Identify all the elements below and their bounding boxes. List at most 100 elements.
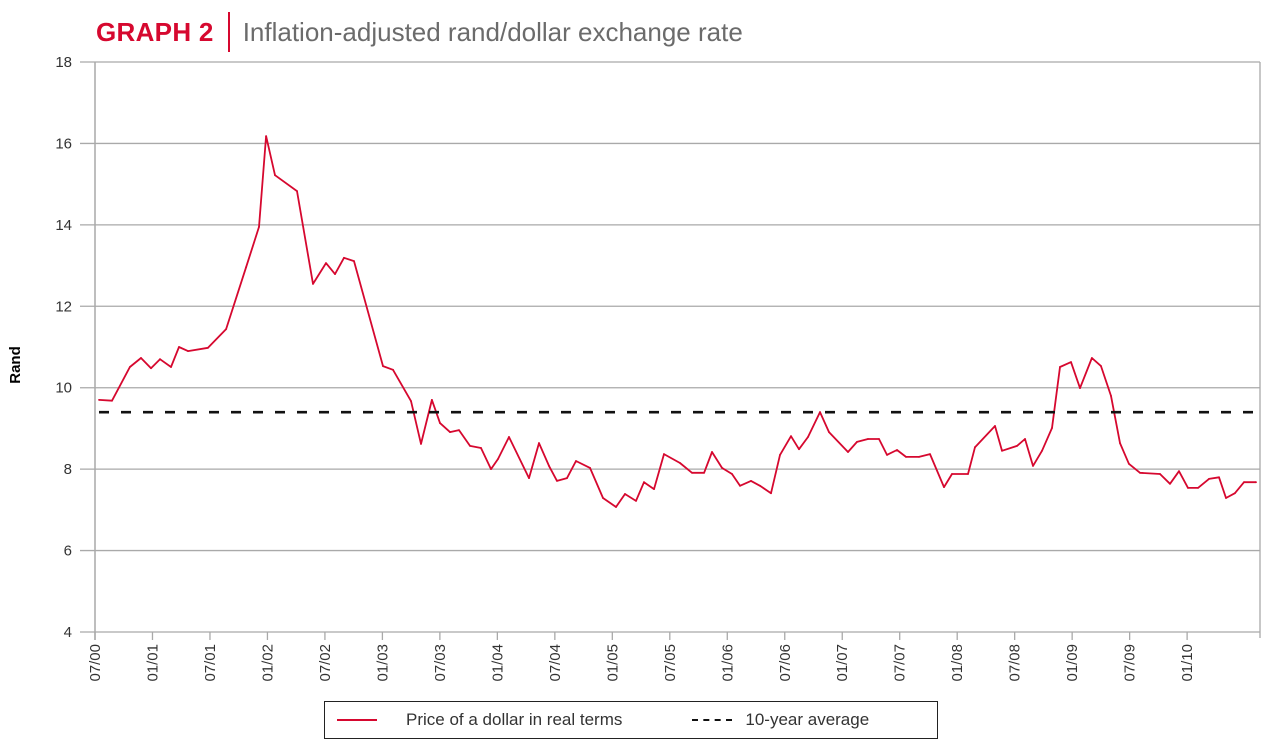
legend-label-real-price: Price of a dollar in real terms bbox=[406, 710, 623, 729]
data-point bbox=[274, 174, 276, 177]
x-tick-label: 07/05 bbox=[662, 644, 679, 682]
data-point bbox=[265, 135, 267, 138]
data-point bbox=[929, 453, 931, 455]
data-point bbox=[538, 442, 540, 444]
x-tick-label: 01/01 bbox=[144, 644, 161, 682]
data-point bbox=[1187, 487, 1189, 489]
y-tick-label: 10 bbox=[55, 380, 72, 397]
data-point bbox=[1051, 427, 1053, 429]
x-tick-label: 07/03 bbox=[432, 644, 449, 682]
data-point bbox=[1218, 476, 1220, 479]
data-point bbox=[779, 454, 781, 456]
data-point bbox=[420, 443, 422, 445]
data-point bbox=[566, 477, 568, 479]
data-point bbox=[967, 473, 969, 475]
x-tick-label: 01/02 bbox=[259, 644, 276, 682]
data-point bbox=[974, 446, 976, 449]
x-axis-ticks: 07/00 01/01 07/01 01/02 07/02 01/03 07/03 01/04… bbox=[87, 632, 1196, 682]
y-tick-label: 14 bbox=[55, 217, 72, 234]
data-point bbox=[1110, 395, 1112, 397]
data-point bbox=[643, 481, 645, 484]
data-point bbox=[528, 477, 530, 479]
data-point bbox=[1001, 449, 1003, 452]
data-point bbox=[1041, 449, 1043, 452]
data-point bbox=[918, 456, 920, 458]
data-point bbox=[867, 438, 869, 440]
x-tick-label: 01/08 bbox=[949, 644, 966, 682]
data-point bbox=[1197, 487, 1199, 489]
data-point bbox=[98, 399, 100, 401]
data-point bbox=[508, 436, 510, 438]
data-point bbox=[140, 357, 142, 359]
data-point bbox=[1059, 366, 1061, 368]
data-point bbox=[994, 425, 996, 427]
x-tick-label: 07/02 bbox=[317, 644, 334, 682]
data-point bbox=[1079, 387, 1081, 389]
x-tick-label: 01/05 bbox=[604, 644, 621, 682]
data-point bbox=[847, 451, 849, 453]
x-tick-label: 07/01 bbox=[202, 644, 219, 682]
legend-swatch-average bbox=[692, 719, 733, 721]
data-point bbox=[382, 365, 384, 367]
data-point bbox=[896, 449, 898, 451]
x-tick-label: 01/06 bbox=[719, 644, 736, 682]
y-tick-label: 18 bbox=[55, 54, 72, 71]
axes bbox=[94, 62, 1261, 640]
data-point bbox=[878, 438, 880, 440]
data-point bbox=[111, 399, 113, 402]
data-point bbox=[819, 411, 821, 413]
data-point bbox=[556, 480, 558, 482]
data-point bbox=[1128, 462, 1130, 465]
data-point bbox=[1016, 445, 1018, 447]
data-point bbox=[548, 465, 550, 467]
title-divider bbox=[227, 12, 230, 52]
data-point bbox=[886, 454, 888, 456]
data-point bbox=[790, 435, 792, 438]
data-point bbox=[392, 368, 394, 371]
legend: Price of a dollar in real terms 10-year … bbox=[324, 701, 938, 739]
y-tick-label: 12 bbox=[55, 298, 72, 315]
data-point bbox=[624, 493, 626, 495]
data-point bbox=[1070, 361, 1072, 363]
data-point bbox=[663, 453, 665, 455]
data-point bbox=[490, 468, 492, 470]
data-point bbox=[325, 262, 327, 264]
x-tick-label: 07/08 bbox=[1007, 644, 1024, 682]
data-point bbox=[798, 448, 800, 451]
data-point bbox=[759, 484, 761, 487]
data-point bbox=[150, 367, 152, 370]
data-point bbox=[602, 497, 604, 499]
data-point bbox=[296, 190, 298, 193]
series-layer bbox=[98, 135, 1260, 508]
data-point bbox=[1208, 478, 1210, 480]
data-point bbox=[170, 366, 172, 368]
data-point bbox=[807, 436, 809, 438]
data-point bbox=[575, 460, 577, 462]
data-point bbox=[828, 431, 830, 433]
data-point bbox=[770, 492, 772, 495]
data-point bbox=[1255, 481, 1257, 484]
x-tick-label: 01/03 bbox=[374, 644, 391, 682]
data-point bbox=[410, 400, 412, 402]
data-point bbox=[951, 473, 953, 475]
x-tick-label: 07/04 bbox=[547, 644, 564, 682]
legend-label-average: 10-year average bbox=[745, 710, 870, 729]
data-point bbox=[1032, 465, 1034, 467]
data-point bbox=[589, 467, 591, 469]
data-point bbox=[207, 346, 209, 349]
data-point bbox=[258, 226, 260, 228]
x-tick-label: 01/07 bbox=[834, 644, 851, 682]
data-point bbox=[480, 447, 482, 449]
data-point bbox=[943, 486, 945, 488]
graph-number: GRAPH 2 bbox=[96, 16, 214, 47]
data-point bbox=[431, 399, 433, 401]
legend-swatch-real-price bbox=[337, 719, 377, 721]
data-point bbox=[343, 256, 345, 259]
chart-header: GRAPH 2 Inflation-adjusted rand/dollar e… bbox=[96, 12, 743, 52]
x-tick-label: 01/04 bbox=[489, 644, 506, 682]
data-point bbox=[1091, 357, 1093, 359]
data-point bbox=[1100, 365, 1102, 367]
data-point bbox=[458, 429, 460, 431]
data-point bbox=[905, 456, 907, 458]
data-point bbox=[1139, 471, 1141, 474]
